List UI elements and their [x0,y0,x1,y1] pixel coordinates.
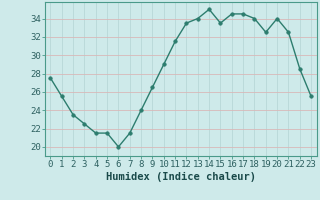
X-axis label: Humidex (Indice chaleur): Humidex (Indice chaleur) [106,172,256,182]
